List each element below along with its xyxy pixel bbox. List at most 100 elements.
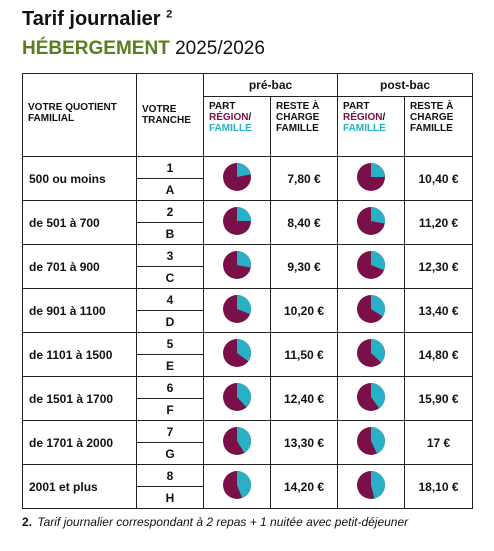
famille-share bbox=[237, 207, 251, 221]
pie-cell bbox=[337, 244, 406, 289]
famille-share bbox=[371, 339, 386, 363]
pie-cell bbox=[203, 420, 271, 465]
part: PART bbox=[209, 101, 236, 112]
title-text: Tarif journalier bbox=[22, 8, 161, 30]
pie bbox=[223, 251, 251, 279]
famille-share bbox=[371, 163, 386, 177]
tranche: D bbox=[136, 310, 204, 333]
tranche: 6 bbox=[136, 376, 204, 399]
pie bbox=[357, 207, 386, 235]
pie bbox=[223, 383, 251, 411]
famille-share bbox=[237, 163, 251, 177]
famille-share bbox=[371, 427, 386, 454]
pie-cell bbox=[337, 288, 406, 333]
region: RÉGION bbox=[343, 112, 383, 123]
reste: 13,40 € bbox=[404, 288, 474, 333]
famille: FAMILLE bbox=[209, 123, 252, 134]
part-header: PART RÉGION/FAMILLE bbox=[203, 96, 271, 157]
reste: 15,90 € bbox=[404, 376, 474, 421]
pie-cell bbox=[203, 244, 271, 289]
pie bbox=[223, 163, 251, 191]
reste: 18,10 € bbox=[404, 464, 474, 509]
pie-cell bbox=[203, 156, 271, 201]
part-header: PART RÉGION/FAMILLE bbox=[337, 96, 406, 157]
footnote: 2. Tarif journalier correspondant à 2 re… bbox=[22, 515, 408, 529]
pie-cell bbox=[337, 200, 406, 245]
reste-header: RESTE À CHARGE FAMILLE bbox=[269, 96, 339, 157]
famille-share bbox=[371, 383, 386, 409]
footnote-number: 2. bbox=[22, 515, 33, 529]
famille-share bbox=[371, 295, 386, 317]
tranche: C bbox=[136, 266, 204, 289]
pie-cell bbox=[203, 464, 271, 509]
famille-share bbox=[371, 207, 386, 224]
famille-share bbox=[237, 427, 251, 453]
pie bbox=[357, 251, 386, 279]
tranche: F bbox=[136, 398, 204, 421]
famille: FAMILLE bbox=[343, 123, 386, 134]
reste: 12,40 € bbox=[269, 376, 339, 421]
famille-share bbox=[237, 471, 251, 499]
pie-cell bbox=[337, 156, 406, 201]
quotient: de 1701 à 2000 bbox=[22, 420, 137, 465]
row: 2001 et plus 8 14,20 € 18,10 € bbox=[22, 464, 474, 509]
tranche: B bbox=[136, 222, 204, 245]
pie bbox=[357, 163, 386, 191]
pie bbox=[223, 427, 251, 455]
reste-header: RESTE À CHARGE FAMILLE bbox=[404, 96, 474, 157]
pie-cell bbox=[203, 376, 271, 421]
pie bbox=[357, 427, 386, 455]
reste: 9,30 € bbox=[269, 244, 339, 289]
pie bbox=[357, 295, 386, 323]
footnote-text: Tarif journalier correspondant à 2 repas… bbox=[37, 515, 409, 529]
pie-cell bbox=[337, 464, 406, 509]
tariff-table: VOTRE QUOTIENT FAMILIAL VOTRE TRANCHE pr… bbox=[22, 73, 474, 509]
row: de 701 à 900 3 9,30 € 12,30 € bbox=[22, 244, 474, 289]
tranche: 1 bbox=[136, 156, 204, 179]
quotient: de 1501 à 1700 bbox=[22, 376, 137, 421]
famille-share bbox=[237, 339, 251, 362]
tranche: 7 bbox=[136, 420, 204, 443]
subtitle-year: 2025/2026 bbox=[175, 38, 265, 59]
pie bbox=[357, 471, 386, 499]
quotient: de 501 à 700 bbox=[22, 200, 137, 245]
col-header: VOTRE TRANCHE bbox=[136, 73, 204, 157]
slash: / bbox=[248, 112, 252, 123]
region: RÉGION bbox=[209, 112, 249, 123]
pie-cell bbox=[203, 288, 271, 333]
tranche: 4 bbox=[136, 288, 204, 311]
tranche: 2 bbox=[136, 200, 204, 223]
pie bbox=[357, 383, 386, 411]
tranche: E bbox=[136, 354, 204, 377]
title-note: 2 bbox=[166, 8, 173, 21]
reste: 10,20 € bbox=[269, 288, 339, 333]
row: de 901 à 1100 4 10,20 € 13,40 € bbox=[22, 288, 474, 333]
tranche: G bbox=[136, 442, 204, 465]
quotient: 2001 et plus bbox=[22, 464, 137, 509]
reste: 11,50 € bbox=[269, 332, 339, 377]
pie bbox=[357, 339, 386, 367]
group-header: pré-bac bbox=[202, 73, 339, 97]
row: de 1701 à 2000 7 13,30 € 17 € bbox=[22, 420, 474, 465]
quotient: de 701 à 900 bbox=[22, 244, 137, 289]
pie-cell bbox=[337, 332, 406, 377]
title: Tarif journalier 2 bbox=[22, 8, 172, 31]
pie bbox=[223, 207, 251, 235]
row: 500 ou moins 1 7,80 € 10,40 € bbox=[22, 156, 474, 201]
col-header: VOTRE QUOTIENT FAMILIAL bbox=[22, 73, 137, 157]
slash: / bbox=[382, 112, 386, 123]
pie-cell bbox=[203, 332, 271, 377]
tranche: H bbox=[136, 486, 204, 509]
tranche: 5 bbox=[136, 332, 204, 355]
reste: 12,30 € bbox=[404, 244, 474, 289]
quotient: de 1101 à 1500 bbox=[22, 332, 137, 377]
reste: 10,40 € bbox=[404, 156, 474, 201]
famille-share bbox=[371, 251, 386, 271]
reste: 14,80 € bbox=[404, 332, 474, 377]
reste: 8,40 € bbox=[269, 200, 339, 245]
row: de 1101 à 1500 5 11,50 € 14,80 € bbox=[22, 332, 474, 377]
group-header: post-bac bbox=[337, 73, 474, 97]
row: H bbox=[23, 486, 473, 509]
quotient: 500 ou moins bbox=[22, 156, 137, 201]
